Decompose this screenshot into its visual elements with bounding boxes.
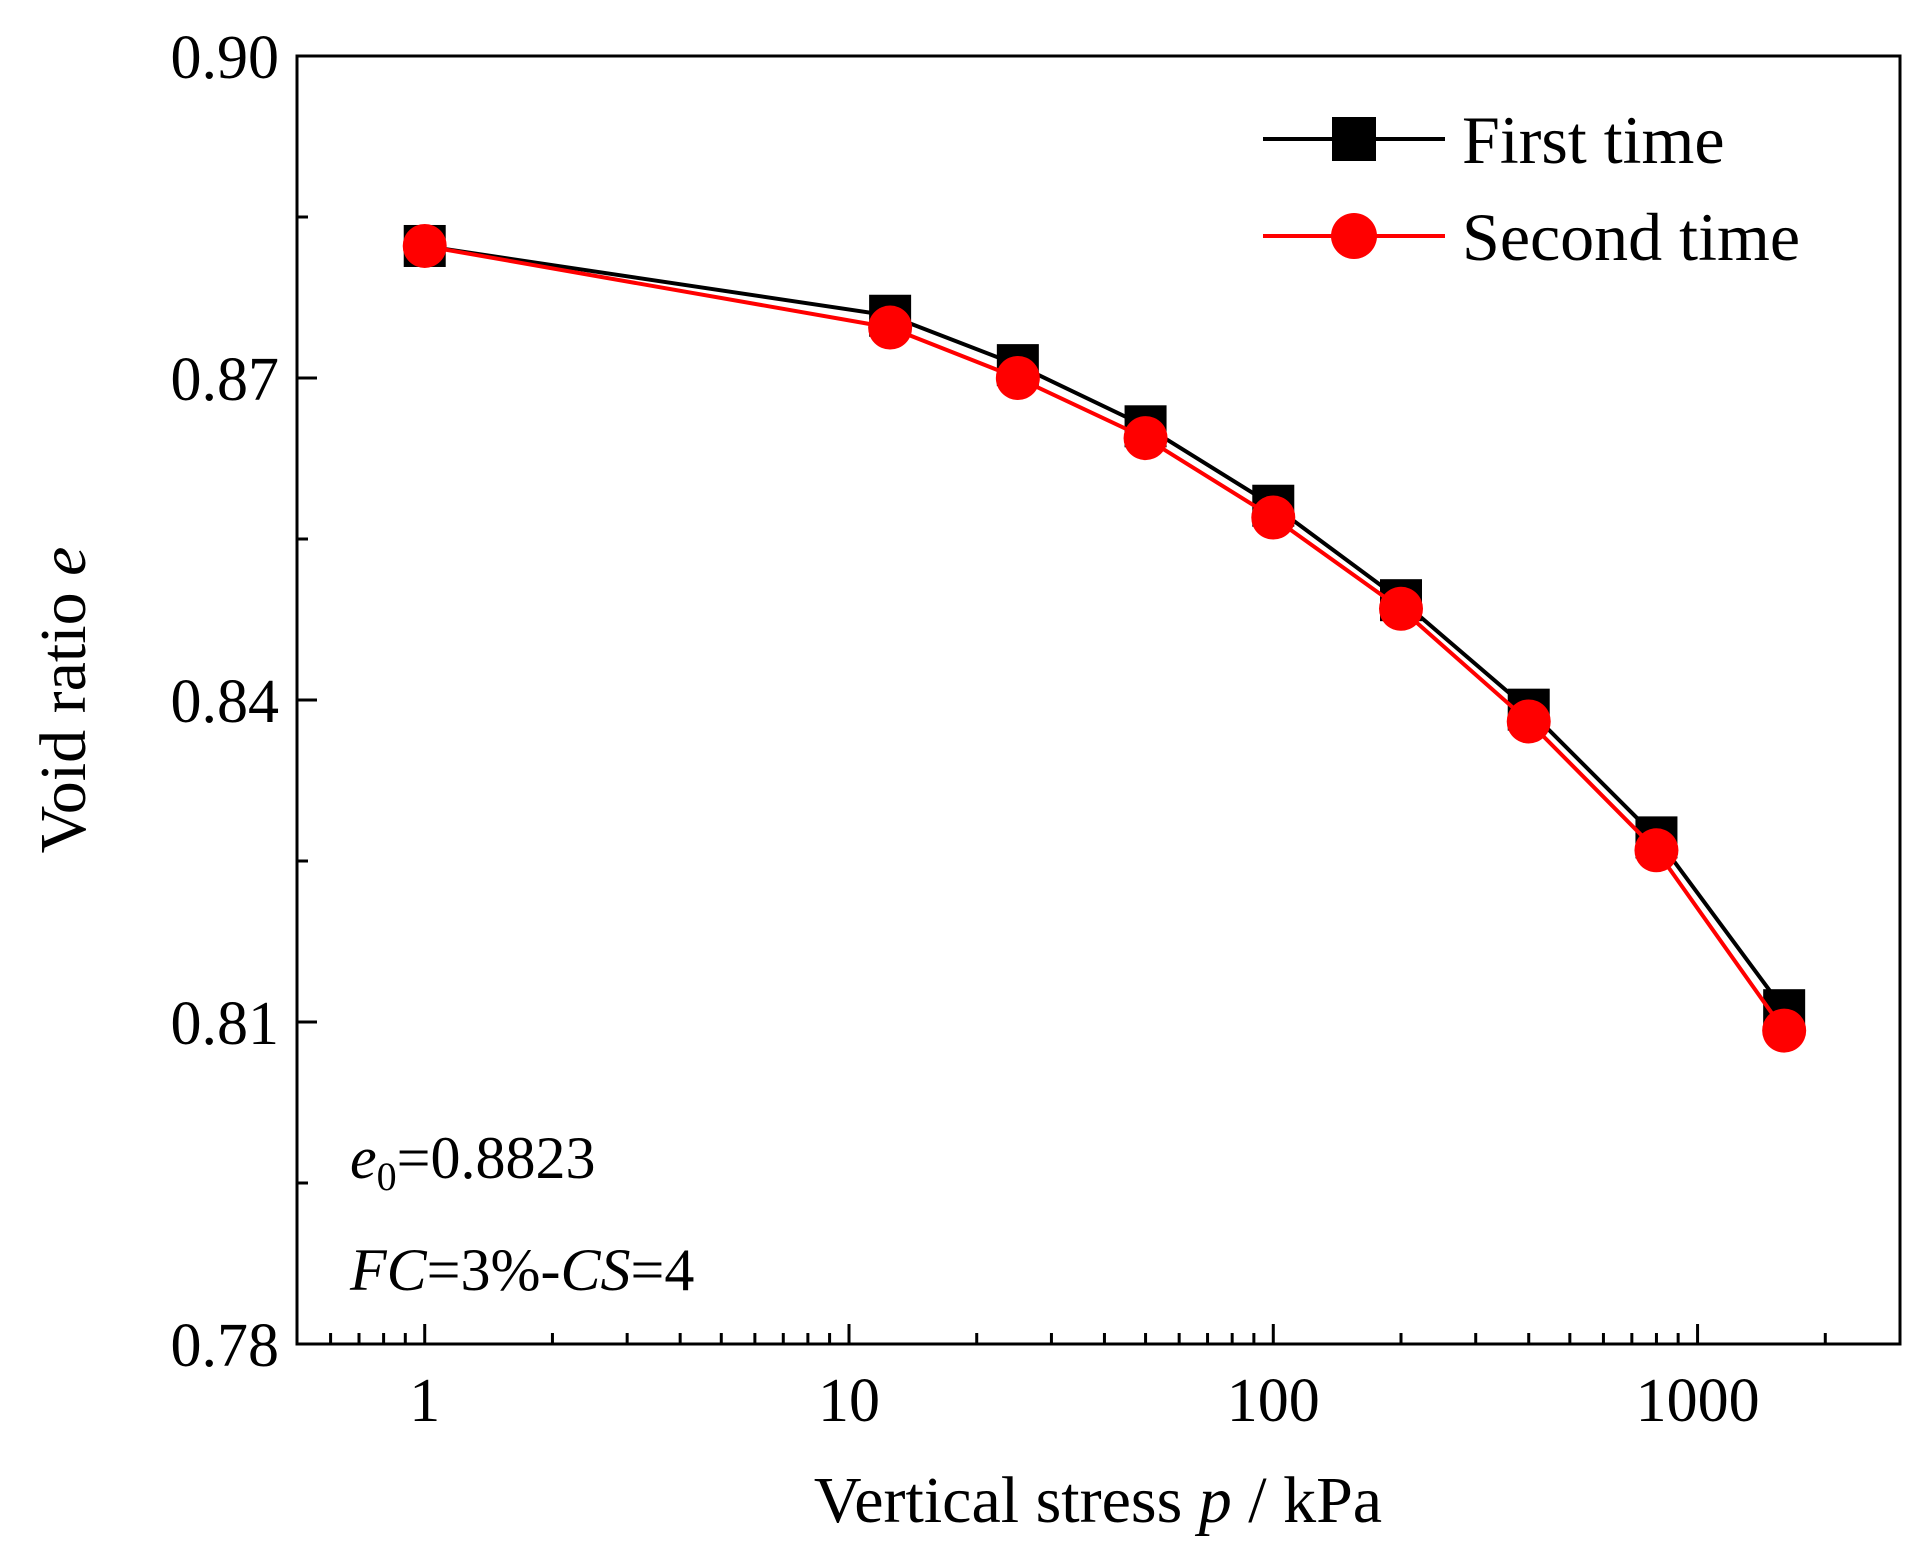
legend-marker-square bbox=[1332, 117, 1376, 161]
x-axis: 1 10 100 1000 bbox=[295, 1324, 1902, 1435]
x-tick-label: 100 bbox=[1227, 1367, 1320, 1435]
data-point-circle bbox=[1251, 495, 1296, 540]
x-axis-title-prefix: Vertical stress bbox=[814, 1464, 1199, 1537]
annotation-e-value: =0.8823 bbox=[397, 1125, 596, 1191]
legend-label-second-time: Second time bbox=[1462, 199, 1800, 275]
series-line bbox=[424, 244, 1786, 1012]
series-layer bbox=[402, 223, 1807, 1053]
annotation-fc-label: FC bbox=[349, 1237, 428, 1303]
x-axis-title-variable: p bbox=[1195, 1464, 1232, 1537]
legend-label-first-time: First time bbox=[1462, 102, 1725, 178]
data-point-circle bbox=[1634, 828, 1679, 873]
annotation-e-variable: e bbox=[350, 1125, 377, 1191]
series-second-time bbox=[402, 223, 1807, 1053]
annotation-cs-value: =4 bbox=[631, 1237, 695, 1303]
y-tick-label: 0.81 bbox=[171, 990, 280, 1058]
legend-entry-second-time: Second time bbox=[1263, 199, 1800, 275]
legend-entry-first-time: First time bbox=[1263, 102, 1725, 178]
annotation-sample-condition: FC=3%-CS=4 bbox=[349, 1237, 694, 1303]
x-tick-label: 1 bbox=[409, 1367, 440, 1435]
y-tick-label: 0.87 bbox=[171, 346, 280, 414]
data-point-circle bbox=[1379, 586, 1424, 631]
y-tick-label: 0.90 bbox=[171, 24, 280, 92]
legend-marker-circle bbox=[1331, 213, 1377, 259]
data-point-circle bbox=[402, 223, 447, 268]
data-point-circle bbox=[995, 356, 1040, 400]
annotation-cs-label: CS bbox=[560, 1237, 630, 1303]
y-tick-label: 0.78 bbox=[171, 1312, 280, 1380]
annotation-e-subscript: 0 bbox=[377, 1154, 397, 1199]
data-point-circle bbox=[1123, 416, 1168, 461]
x-axis-title-suffix: / kPa bbox=[1232, 1464, 1382, 1537]
x-tick-label: 10 bbox=[818, 1367, 880, 1435]
data-point-circle bbox=[868, 305, 913, 350]
y-tick-label: 0.84 bbox=[171, 668, 280, 736]
y-axis-title-prefix: Void ratio bbox=[27, 576, 100, 853]
y-axis-title: Void ratio e bbox=[27, 547, 100, 854]
series-line bbox=[424, 244, 1786, 1032]
series-first-time bbox=[403, 224, 1806, 1032]
y-axis-title-variable: e bbox=[27, 547, 100, 576]
y-axis: 0.78 0.81 0.84 0.87 0.90 bbox=[171, 24, 317, 1380]
x-axis-title: Vertical stress p / kPa bbox=[814, 1464, 1382, 1537]
data-point-circle bbox=[1506, 699, 1551, 744]
annotation-initial-void-ratio: e0=0.8823 bbox=[350, 1125, 595, 1199]
annotation-fc-value: =3%- bbox=[427, 1237, 561, 1303]
x-tick-label: 1000 bbox=[1636, 1367, 1760, 1435]
data-point-circle bbox=[1762, 1008, 1807, 1053]
legend: First time Second time bbox=[1263, 102, 1800, 275]
